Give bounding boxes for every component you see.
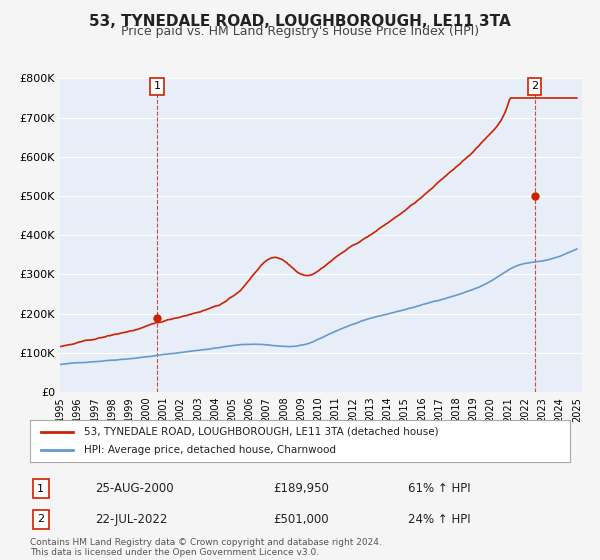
Text: Price paid vs. HM Land Registry's House Price Index (HPI): Price paid vs. HM Land Registry's House … bbox=[121, 25, 479, 38]
Text: 1: 1 bbox=[154, 81, 161, 91]
Text: £501,000: £501,000 bbox=[273, 513, 329, 526]
Text: 53, TYNEDALE ROAD, LOUGHBOROUGH, LE11 3TA: 53, TYNEDALE ROAD, LOUGHBOROUGH, LE11 3T… bbox=[89, 14, 511, 29]
Text: 2: 2 bbox=[37, 515, 44, 524]
Text: 53, TYNEDALE ROAD, LOUGHBOROUGH, LE11 3TA (detached house): 53, TYNEDALE ROAD, LOUGHBOROUGH, LE11 3T… bbox=[84, 427, 439, 437]
Text: £189,950: £189,950 bbox=[273, 482, 329, 495]
Text: 25-AUG-2000: 25-AUG-2000 bbox=[95, 482, 173, 495]
Text: 22-JUL-2022: 22-JUL-2022 bbox=[95, 513, 167, 526]
Text: 24% ↑ HPI: 24% ↑ HPI bbox=[408, 513, 470, 526]
Text: 1: 1 bbox=[37, 484, 44, 493]
Text: 2: 2 bbox=[531, 81, 538, 91]
Text: Contains HM Land Registry data © Crown copyright and database right 2024.
This d: Contains HM Land Registry data © Crown c… bbox=[30, 538, 382, 557]
Text: 61% ↑ HPI: 61% ↑ HPI bbox=[408, 482, 470, 495]
Text: HPI: Average price, detached house, Charnwood: HPI: Average price, detached house, Char… bbox=[84, 445, 336, 455]
